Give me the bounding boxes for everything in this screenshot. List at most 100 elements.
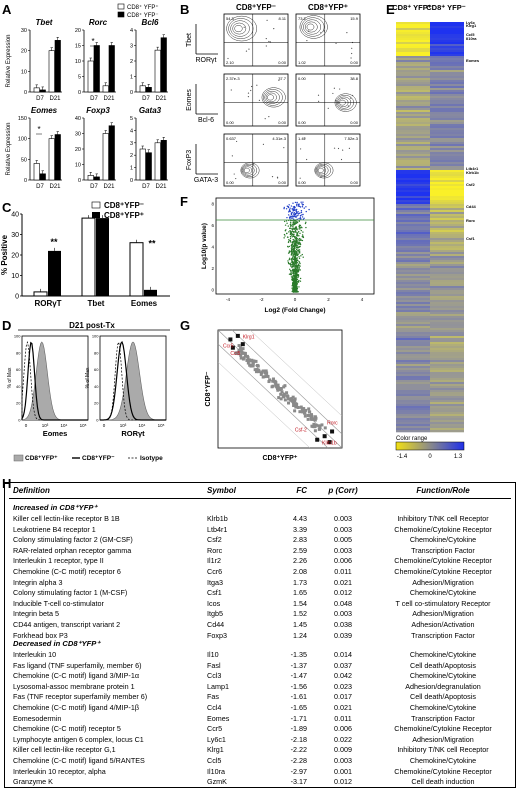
heatmap-cell <box>430 150 464 153</box>
header-definition: Definition <box>13 486 50 495</box>
scatter-point <box>271 379 275 383</box>
volcano-point <box>291 243 293 246</box>
volcano-point <box>294 270 296 272</box>
cell-fc: 1.52 <box>293 609 307 619</box>
outlier-dot <box>348 147 350 149</box>
cell-fc: -2.22 <box>290 745 307 755</box>
heatmap-cell <box>430 368 464 371</box>
scatter-point <box>246 356 250 360</box>
volcano-point <box>295 231 298 233</box>
heatmap-cell <box>430 394 464 397</box>
panel-a-legend: CD8⁺ YFP⁺CD8⁺ YFP⁻ <box>117 3 159 19</box>
cell-fc: -2.97 <box>290 766 307 776</box>
volcano-point <box>291 265 294 268</box>
heatmap-cell <box>396 176 430 179</box>
cell-function: Chemokine/Cytokine Receptor <box>394 567 492 576</box>
cell-symbol: Foxp3 <box>207 630 227 640</box>
scatter-point <box>274 382 278 386</box>
volcano-point <box>308 208 310 211</box>
heatmap-cell <box>430 332 464 335</box>
scatter-point <box>313 424 317 428</box>
heatmap-cell <box>430 102 464 105</box>
bar <box>33 163 40 181</box>
cell-definition: CD44 antigen, transcript variant 2 <box>13 620 121 629</box>
cell-function: Adhesion/Activation <box>411 620 475 629</box>
volcano-point <box>284 235 286 237</box>
heatmap-cell <box>396 68 430 71</box>
volcano-point <box>294 229 297 232</box>
scatter-point <box>279 397 283 401</box>
gene-title: Foxp3 <box>86 106 110 115</box>
legend-label: CD8⁺YFP⁺ <box>104 211 144 220</box>
heatmap-cell <box>396 284 430 287</box>
y-tick-label: 20 <box>94 401 99 406</box>
quadrant-value: 0.00 <box>226 180 235 185</box>
volcano-point <box>292 272 294 274</box>
cell-function: T cell co-stimulatory Receptor <box>395 598 491 608</box>
heatmap-cell <box>396 402 430 405</box>
scatter-point <box>277 387 281 391</box>
cell-fc: -1.65 <box>290 703 307 712</box>
y-tick-label: 40 <box>94 384 99 389</box>
volcano-point <box>298 256 300 258</box>
volcano-point <box>293 214 296 216</box>
volcano-point <box>293 233 295 236</box>
heatmap-cell <box>396 276 430 279</box>
quadrant-value: 0.00 <box>298 180 307 185</box>
heatmap-cell <box>396 46 430 49</box>
heatmap-cell <box>430 110 464 113</box>
cell-fc: -1.89 <box>290 724 307 734</box>
heatmap-cell <box>396 362 430 365</box>
heatmap-cell <box>396 66 430 69</box>
heatmap-cell <box>396 416 430 419</box>
gene-title: Rorc <box>89 18 108 27</box>
heatmap-cell <box>396 352 430 355</box>
y-tick-label: 0 <box>130 90 133 96</box>
contour <box>242 165 255 176</box>
scatter-point <box>263 375 267 379</box>
heatmap-cell <box>430 196 464 199</box>
cell-p: 0.017 <box>334 692 352 702</box>
y-tick-label: 4 <box>211 245 214 250</box>
heatmap-cell <box>396 256 430 259</box>
heatmap-cell <box>430 60 464 63</box>
heatmap-cell <box>430 428 464 431</box>
y-tick-label: 0 <box>211 288 214 293</box>
cell-fc: 1.54 <box>293 598 307 608</box>
heatmap-cell <box>396 412 430 415</box>
heatmap-cell <box>430 406 464 409</box>
volcano-point <box>289 217 291 220</box>
volcano-point <box>300 201 302 203</box>
heatmap-cell <box>430 404 464 407</box>
volcano-point <box>293 228 295 231</box>
heatmap-cell <box>430 286 464 289</box>
heatmap-cell <box>430 238 464 241</box>
outlier-dot <box>258 99 260 101</box>
heatmap-cell <box>396 392 430 395</box>
heatmap-cell <box>396 146 430 149</box>
heatmap-cell <box>430 50 464 53</box>
bar <box>160 140 167 181</box>
scatter-point <box>291 401 295 405</box>
scatter-point <box>279 392 283 396</box>
cell-definition: Inducible T-cell co-stimulator <box>13 598 104 608</box>
heatmap-cell <box>430 70 464 73</box>
volcano-point <box>298 286 300 288</box>
heatmap-cell <box>396 354 430 357</box>
heatmap-cell <box>396 180 430 183</box>
heatmap-cell <box>396 398 430 401</box>
cell-symbol: Il10 <box>207 650 219 659</box>
column-title: CD8⁺YFP⁻ <box>236 3 276 12</box>
heatmap-cell <box>430 240 464 243</box>
outlier-dot <box>266 19 268 21</box>
contour <box>232 22 247 35</box>
fold-change-line <box>217 343 329 449</box>
heatmap-cell <box>396 236 430 239</box>
heatmap-cell <box>430 184 464 187</box>
scatter-point <box>237 352 241 356</box>
x-category-label: RORγT <box>34 299 61 308</box>
volcano-point <box>296 269 298 271</box>
table-row: Eomesodermin Eomes -1.71 0.011 Transcription… <box>5 714 515 724</box>
bar <box>87 60 94 93</box>
volcano-point <box>288 250 291 252</box>
